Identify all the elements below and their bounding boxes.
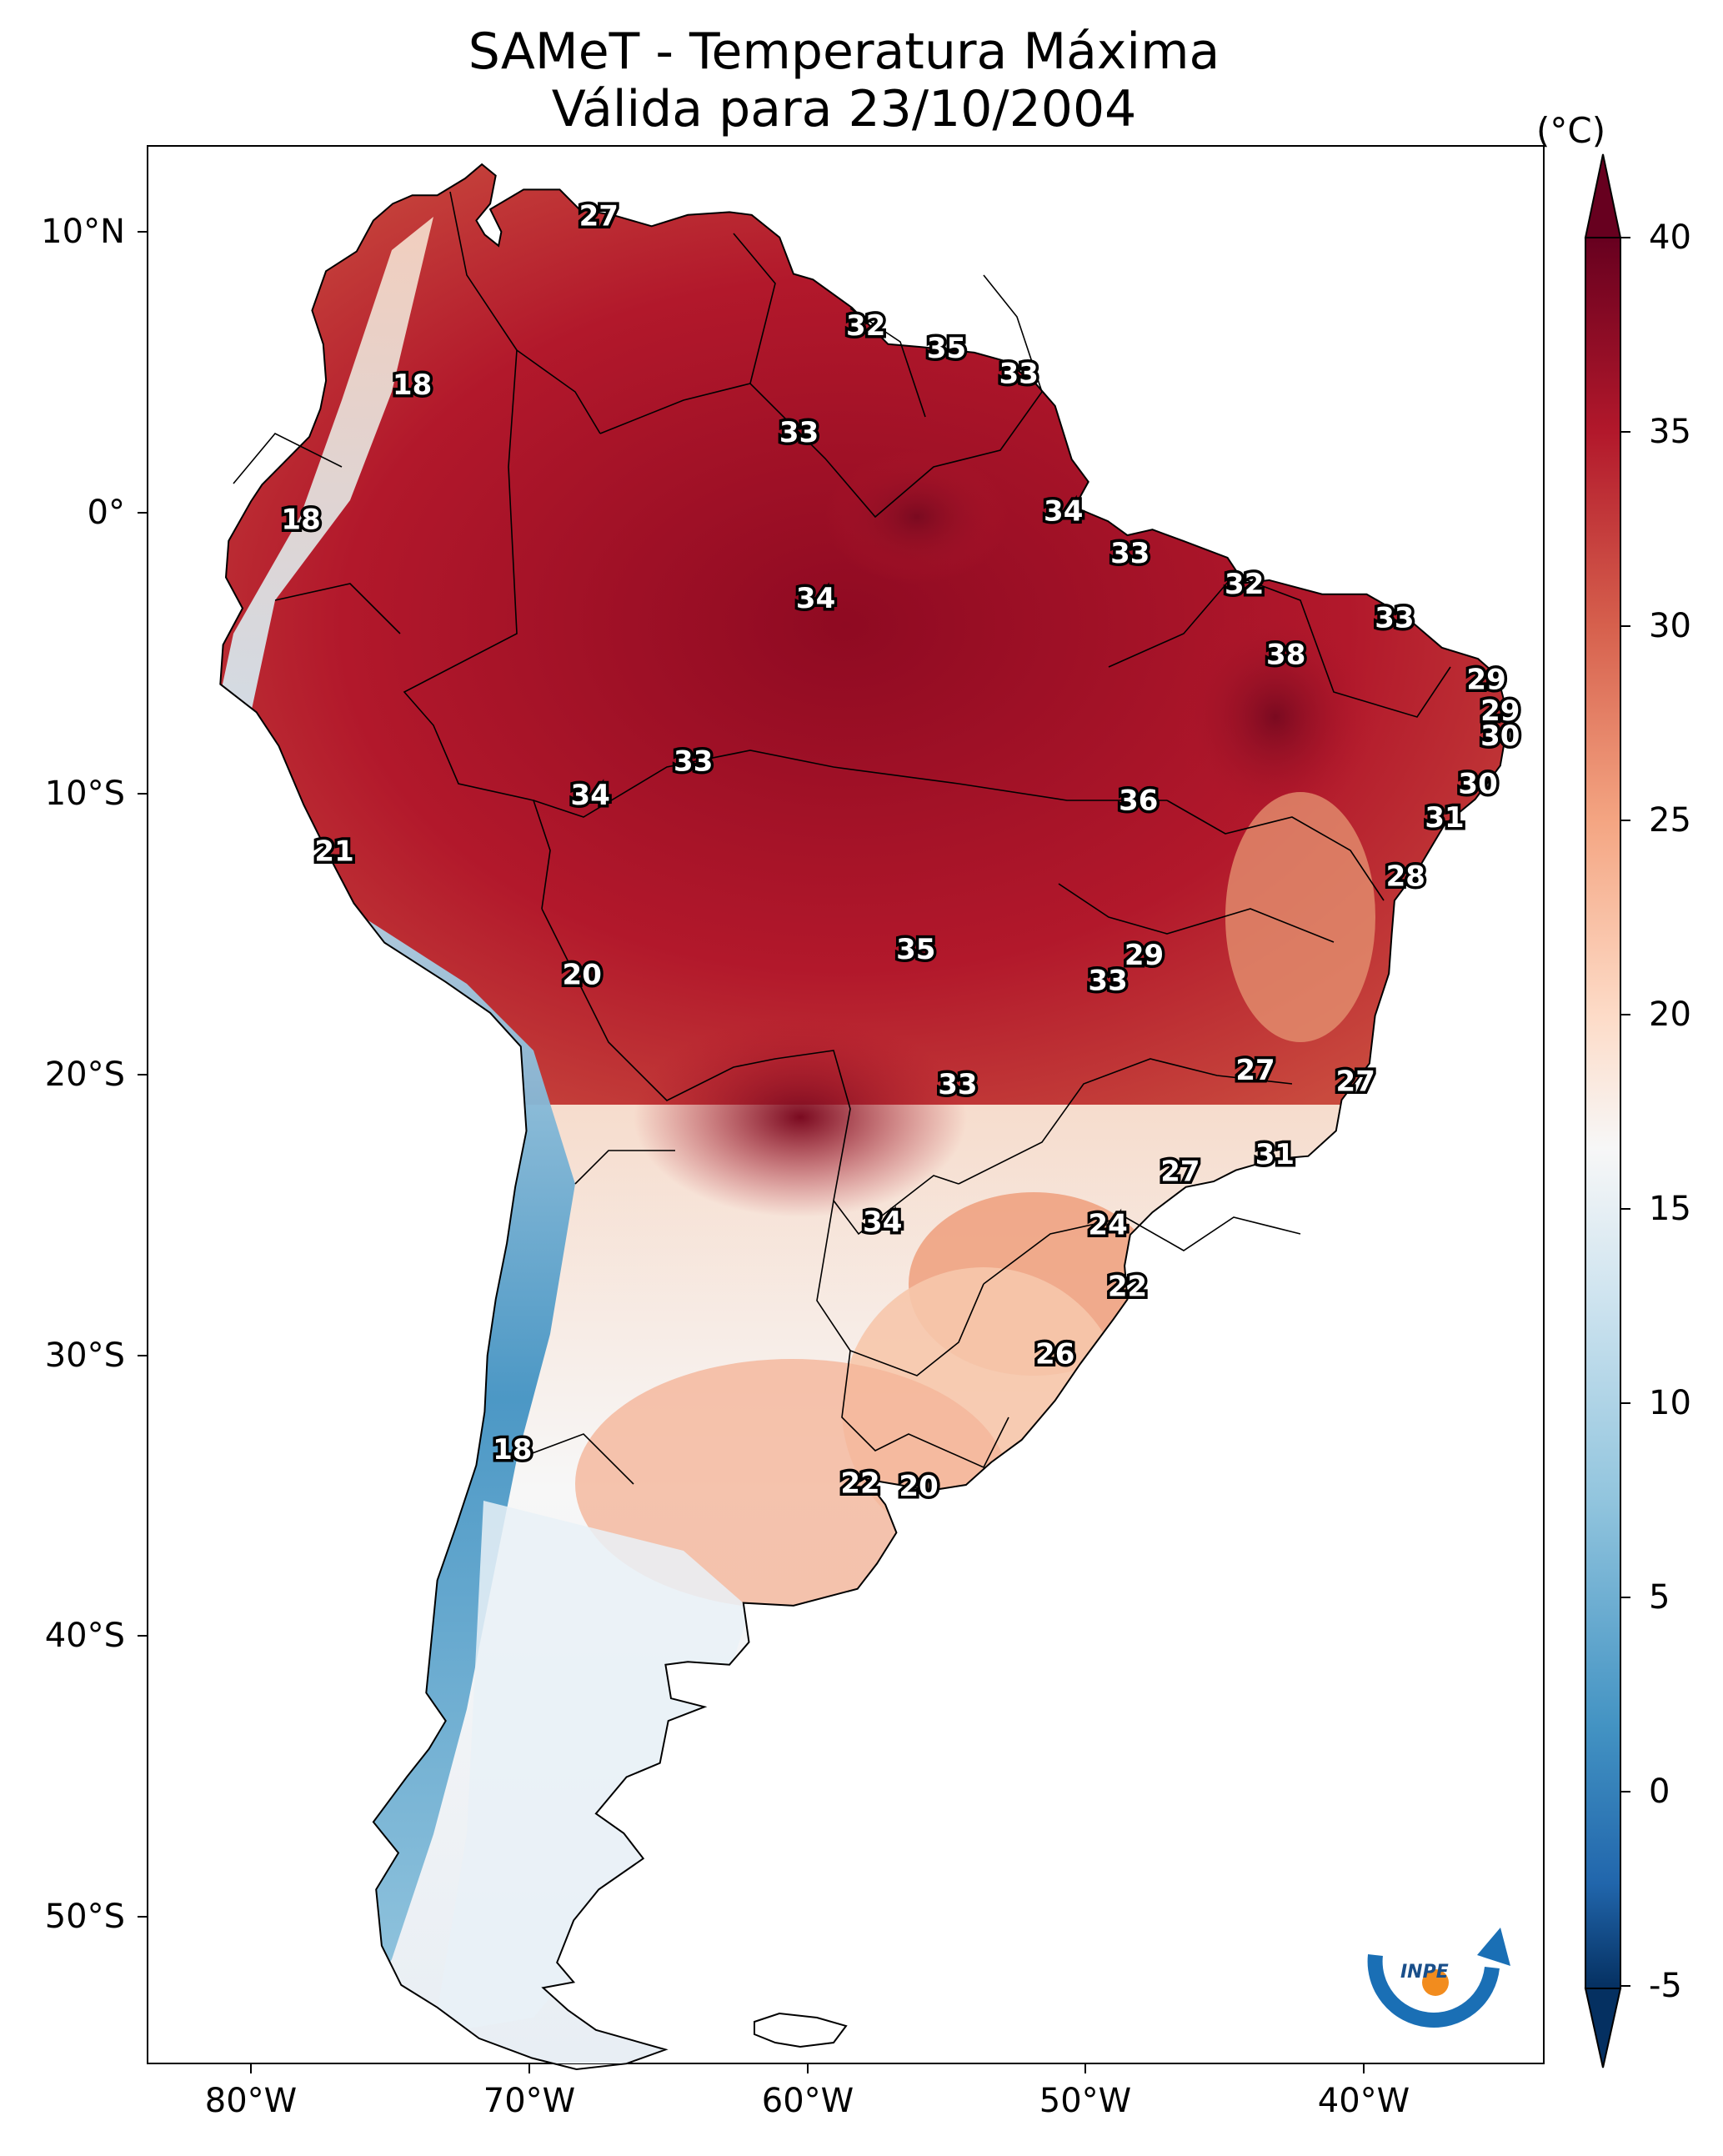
station-label: 33 [1088, 964, 1127, 997]
hot-core-chaco [634, 1017, 967, 1217]
station-label: 30 [1458, 767, 1497, 800]
colorbar-tick-30: 30 [1649, 607, 1691, 645]
hot-core-piaui [1175, 609, 1375, 825]
station-label: 35 [927, 332, 966, 365]
station-label: 34 [1044, 495, 1083, 529]
logo-text: INPE [1400, 1962, 1449, 1983]
lon-label-80w: 80°W [204, 2082, 298, 2120]
colorbar-tick-35: 35 [1649, 413, 1691, 451]
station-label: 27 [1235, 1054, 1275, 1087]
inpe-logo: INPE [1367, 1928, 1510, 2028]
lon-label-40w: 40°W [1317, 2082, 1410, 2120]
station-label: 27 [579, 200, 619, 233]
station-label: 22 [1108, 1271, 1147, 1304]
station-label: 33 [1375, 602, 1414, 635]
logo-arrow-icon [1477, 1928, 1510, 1966]
station-label: 27 [1336, 1065, 1375, 1099]
station-label: 29 [1466, 664, 1505, 697]
hot-core-para [825, 450, 1009, 584]
station-label: 28 [1386, 860, 1425, 894]
lat-label-0: 0° [87, 494, 125, 532]
colorbar-tick-20: 20 [1649, 995, 1691, 1034]
lat-label-10n: 10°N [41, 213, 125, 251]
station-label: 26 [1035, 1338, 1074, 1371]
lat-label-50s: 50°S [44, 1898, 125, 1936]
station-label: 29 [1480, 694, 1520, 728]
station-label: 32 [846, 309, 885, 343]
logo-arc-icon [1367, 1954, 1500, 2028]
station-label: 32 [1225, 568, 1264, 601]
station-label: 38 [1266, 638, 1305, 671]
station-label: 34 [571, 779, 610, 812]
station-label: 29 [1124, 939, 1164, 972]
station-label: 36 [1119, 785, 1158, 818]
colorbar [1584, 153, 1630, 2068]
station-label: 34 [863, 1206, 902, 1239]
patagonia-cool [433, 1501, 750, 2034]
station-label: 33 [779, 416, 819, 449]
station-label: 20 [899, 1470, 938, 1503]
station-label: 31 [1255, 1138, 1295, 1171]
lon-tick-marks [250, 2063, 1365, 2073]
station-label: 21 [314, 835, 353, 868]
map-title-line2: Válida para 23/10/2004 [551, 80, 1137, 138]
colorbar-tick-5: 5 [1649, 1578, 1670, 1617]
lat-label-30s: 30°S [44, 1336, 125, 1375]
station-label: 33 [1110, 537, 1150, 570]
station-label: 27 [1160, 1156, 1200, 1189]
colorbar-units: (°C) [1536, 110, 1606, 151]
colorbar-tick-10: 10 [1649, 1384, 1691, 1422]
station-label: 18 [493, 1433, 532, 1467]
lat-label-20s: 20°S [44, 1055, 125, 1094]
station-label: 33 [674, 745, 713, 778]
colorbar-tick-15: 15 [1649, 1190, 1691, 1228]
station-label: 24 [1088, 1209, 1127, 1242]
station-label: 34 [796, 582, 835, 615]
lat-tick-marks [138, 231, 148, 1918]
map-title-line1: SAMeT - Temperatura Máxima [468, 23, 1220, 81]
country-borders [233, 191, 1451, 1485]
colorbar-tick-m5: -5 [1649, 1967, 1682, 2005]
station-label: 18 [281, 504, 320, 537]
lon-label-50w: 50°W [1039, 2082, 1132, 2120]
lon-label-60w: 60°W [761, 2082, 854, 2120]
station-label: 20 [563, 959, 602, 992]
station-label: 22 [840, 1467, 879, 1501]
station-label: 33 [938, 1068, 977, 1101]
station-label: 31 [1425, 801, 1464, 835]
station-label: 30 [1480, 720, 1520, 753]
falkland-islands [754, 2012, 848, 2048]
coastline [219, 163, 1510, 2071]
colorbar-tick-25: 25 [1649, 801, 1691, 840]
station-label: 35 [896, 933, 935, 966]
lon-label-70w: 70°W [483, 2082, 576, 2120]
lat-label-40s: 40°S [44, 1617, 125, 1655]
station-label: 33 [999, 357, 1039, 390]
station-label: 18 [393, 369, 432, 402]
lat-label-10s: 10°S [44, 775, 125, 813]
colorbar-tick-0: 0 [1649, 1772, 1670, 1811]
cool-east-bahia [1225, 792, 1375, 1042]
colorbar-tick-40: 40 [1649, 218, 1691, 257]
logo-orange-dot-icon [1422, 1969, 1449, 1996]
